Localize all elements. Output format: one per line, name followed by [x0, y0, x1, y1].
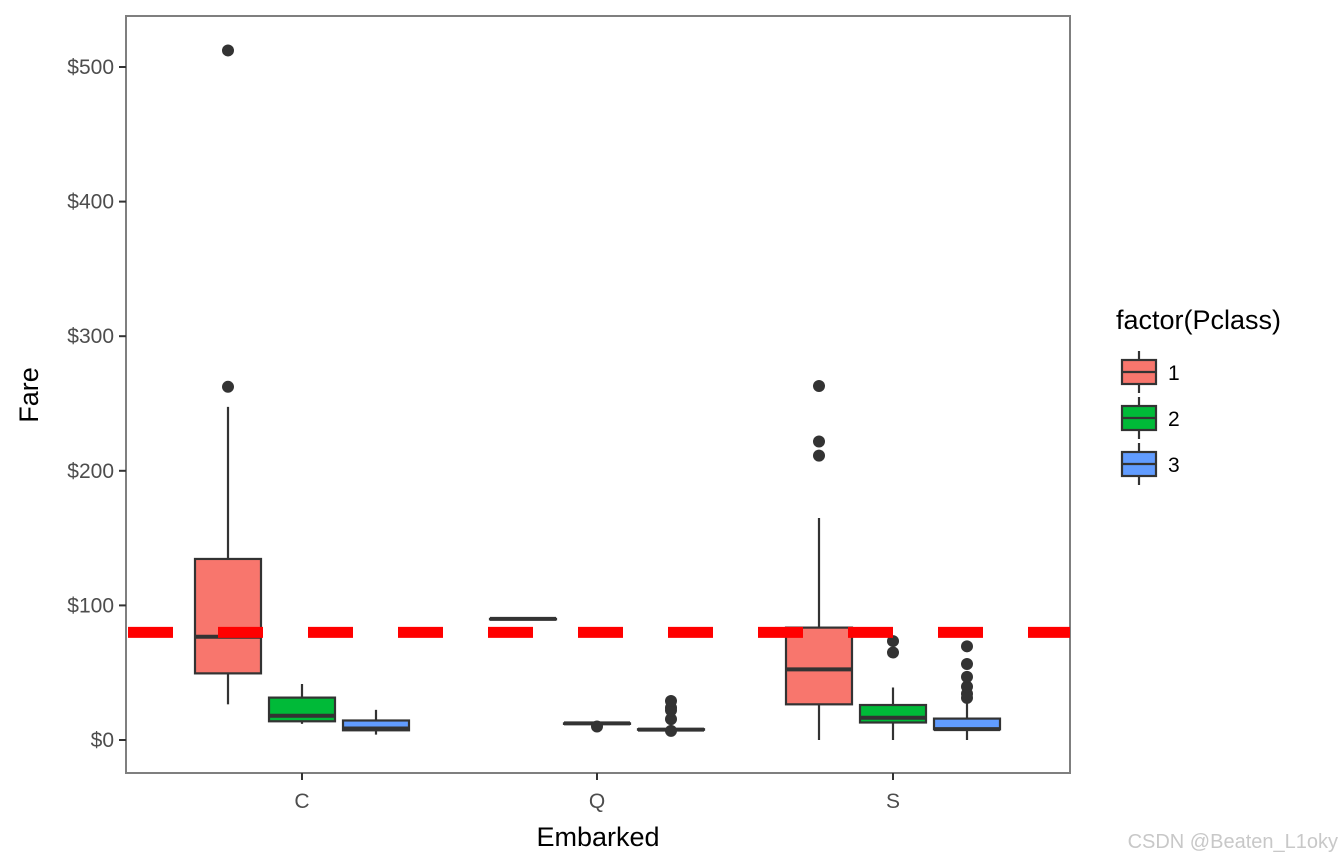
- iqr-box: [858, 703, 928, 724]
- outlier-point: [961, 670, 973, 683]
- panel-background: [125, 15, 1071, 774]
- x-tick-label: S: [886, 790, 900, 813]
- box-S-class-1: [784, 380, 854, 740]
- outlier-point: [665, 724, 677, 737]
- y-tick-label: $300: [67, 325, 114, 348]
- box-Q-class-3: [636, 694, 706, 737]
- outlier-point: [813, 449, 825, 462]
- x-axis-title: Embarked: [536, 822, 659, 852]
- outlier-point: [887, 635, 899, 648]
- box-Q-class-2: [562, 720, 632, 733]
- box-C-class-2: [267, 684, 337, 724]
- y-tick-label: $400: [67, 191, 114, 214]
- x-tick-label: Q: [589, 790, 605, 813]
- outlier-point: [665, 694, 677, 707]
- outlier-point: [961, 657, 973, 670]
- y-tick-label: $500: [67, 56, 114, 79]
- y-tick-label: $0: [91, 729, 114, 752]
- y-tick-label: $100: [67, 594, 114, 617]
- box-C-class-3: [341, 709, 411, 735]
- iqr-box: [193, 557, 263, 675]
- legend-item-3: 3: [1120, 443, 1180, 485]
- box-Q-class-1: [488, 616, 558, 621]
- outlier-point: [813, 380, 825, 393]
- legend-label: 2: [1168, 408, 1180, 431]
- outlier-point: [887, 646, 899, 659]
- legend-label: 1: [1168, 362, 1180, 385]
- outlier-point: [813, 435, 825, 448]
- watermark-text: CSDN @Beaten_L1oky: [1127, 831, 1338, 853]
- outlier-point: [961, 640, 973, 653]
- box-S-class-3: [932, 640, 1002, 740]
- y-axis-title: Fare: [14, 367, 44, 423]
- legend-title: factor(Pclass): [1116, 305, 1281, 335]
- boxes-layer: [193, 44, 1002, 740]
- legend-label: 3: [1168, 454, 1180, 477]
- outlier-point: [961, 680, 973, 693]
- legend-item-1: 1: [1120, 351, 1180, 393]
- outlier-point: [222, 44, 234, 57]
- outlier-point: [591, 720, 603, 733]
- legend: factor(Pclass) 1 2 3: [1116, 305, 1281, 485]
- outlier-point: [665, 713, 677, 726]
- legend-item-2: 2: [1120, 397, 1180, 439]
- outlier-point: [222, 380, 234, 393]
- y-axis: $0 $100 $200 $300 $400 $500: [67, 56, 126, 752]
- y-tick-label: $200: [67, 460, 114, 483]
- iqr-box: [784, 626, 854, 706]
- box-C-class-1: [193, 44, 263, 705]
- x-tick-label: C: [294, 790, 309, 813]
- box-S-class-2: [858, 635, 928, 740]
